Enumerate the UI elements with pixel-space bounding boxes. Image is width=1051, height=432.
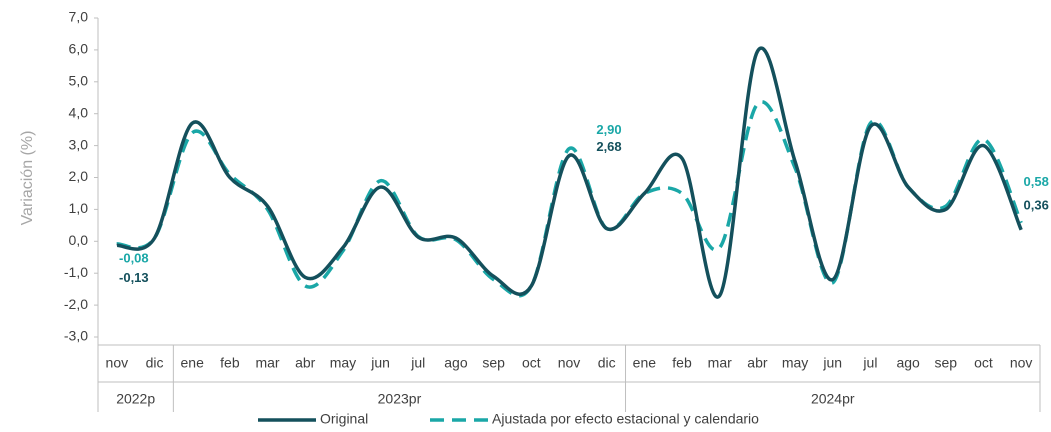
x-tick-label: may	[782, 355, 808, 371]
x-tick-label: jun	[370, 355, 390, 371]
series-line	[116, 46, 1023, 299]
x-tick-label: dic	[598, 355, 616, 371]
y-tick-label: 0,0	[69, 232, 89, 248]
series-line	[116, 100, 1023, 298]
y-tick-label: 5,0	[69, 73, 89, 89]
x-tick-label: dic	[146, 355, 164, 371]
data-label: 0,36	[1024, 197, 1049, 212]
x-tick-label: abr	[295, 355, 316, 371]
x-tick-label: nov	[558, 355, 581, 371]
x-tick-label: feb	[672, 355, 692, 371]
x-tick-label: ene	[633, 355, 657, 371]
data-label: 2,90	[596, 122, 621, 137]
y-tick-label: -2,0	[64, 296, 88, 312]
x-tick-label: may	[330, 355, 356, 371]
x-tick-label: ago	[444, 355, 468, 371]
y-tick-label: 6,0	[69, 41, 89, 57]
legend-label: Ajustada por efecto estacional y calenda…	[492, 411, 759, 427]
y-axis-label: Variación (%)	[19, 131, 36, 226]
y-tick-label: -1,0	[64, 264, 88, 280]
x-tick-label: ene	[181, 355, 205, 371]
x-tick-label: mar	[255, 355, 279, 371]
data-label: 2,68	[596, 139, 621, 154]
y-tick-label: 4,0	[69, 104, 89, 120]
y-tick-label: 7,0	[69, 9, 89, 25]
group-label: 2023pr	[378, 391, 422, 407]
y-tick-label: -3,0	[64, 328, 88, 344]
x-tick-label: sep	[482, 355, 505, 371]
x-tick-label: mar	[708, 355, 732, 371]
x-tick-label: abr	[747, 355, 768, 371]
x-tick-label: sep	[935, 355, 958, 371]
x-tick-label: nov	[1010, 355, 1033, 371]
group-label: 2022p	[116, 391, 155, 407]
x-tick-label: oct	[522, 355, 541, 371]
data-label: 0,58	[1024, 174, 1049, 189]
x-tick-label: ago	[896, 355, 920, 371]
x-tick-label: jul	[862, 355, 877, 371]
legend-label: Original	[320, 411, 368, 427]
x-tick-label: oct	[974, 355, 993, 371]
data-label: -0,13	[119, 270, 149, 285]
x-tick-label: jul	[410, 355, 425, 371]
group-label: 2024pr	[811, 391, 855, 407]
x-tick-label: feb	[220, 355, 240, 371]
data-label: -0,08	[119, 250, 149, 265]
x-tick-label: jun	[822, 355, 842, 371]
x-tick-label: nov	[106, 355, 129, 371]
y-tick-label: 3,0	[69, 136, 89, 152]
y-tick-label: 1,0	[69, 200, 89, 216]
y-tick-label: 2,0	[69, 168, 89, 184]
